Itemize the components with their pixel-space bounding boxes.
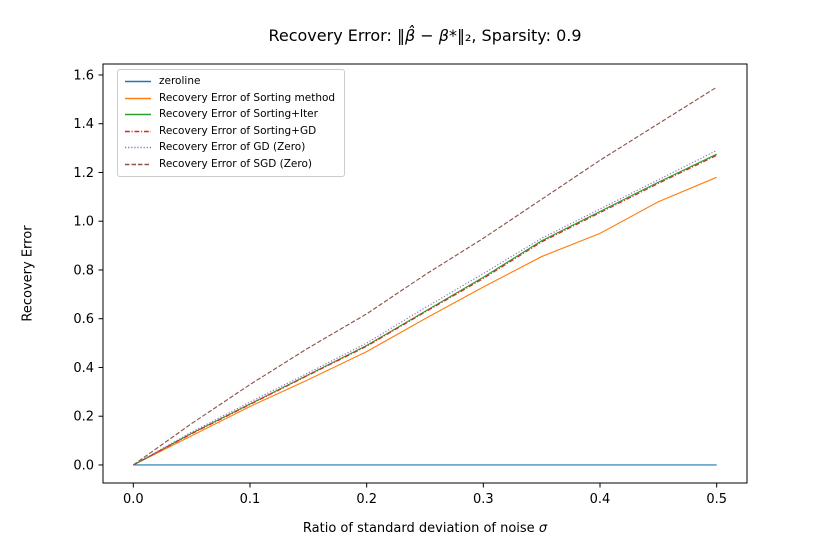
legend-line-sample bbox=[125, 97, 151, 99]
legend-line-sample bbox=[125, 163, 151, 166]
x-tick-label: 0.0 bbox=[123, 492, 144, 507]
x-axis-label-text: Ratio of standard deviation of noise bbox=[302, 521, 539, 536]
y-tick-label: 0.0 bbox=[73, 458, 94, 473]
legend-line-sample bbox=[125, 130, 151, 132]
legend-item: Recovery Error of Sorting+GD bbox=[124, 125, 335, 138]
chart-title: Recovery Error: ‖β̂ − β*‖₂, Sparsity: 0.… bbox=[103, 26, 747, 45]
sigma-symbol: σ bbox=[538, 521, 548, 536]
legend-line-sample bbox=[125, 113, 151, 116]
axes-spines bbox=[102, 63, 748, 484]
x-tick-label: 0.2 bbox=[356, 492, 377, 507]
legend-label: Recovery Error of Sorting+Iter bbox=[159, 108, 318, 121]
y-tick-label: 0.6 bbox=[73, 312, 94, 327]
legend: zeroline Recovery Error of Sorting method… bbox=[117, 69, 346, 177]
legend-label: Recovery Error of SGD (Zero) bbox=[159, 157, 312, 170]
y-tick-label: 1.4 bbox=[73, 117, 94, 132]
legend-label: zeroline bbox=[159, 75, 201, 87]
legend-label: Recovery Error of GD (Zero) bbox=[159, 141, 306, 154]
legend-item: zeroline bbox=[124, 75, 335, 88]
y-tick-label: 1.0 bbox=[73, 215, 94, 230]
title-math-beta: β̂ − β* bbox=[404, 26, 457, 45]
series-line-1 bbox=[133, 176, 717, 466]
x-tick-label: 0.4 bbox=[590, 492, 611, 507]
norm-open: ‖ bbox=[396, 26, 405, 45]
legend-item: Recovery Error of GD (Zero) bbox=[124, 141, 335, 154]
legend-label: Recovery Error of Sorting+GD bbox=[159, 124, 317, 137]
title-sparsity: , Sparsity: 0.9 bbox=[471, 26, 582, 45]
series-line-2 bbox=[133, 153, 717, 466]
y-tick-label: 0.4 bbox=[73, 361, 94, 376]
legend-line-sample bbox=[125, 147, 151, 149]
legend-item: Recovery Error of Sorting method bbox=[124, 92, 335, 105]
norm-close: ‖₂ bbox=[456, 26, 472, 45]
y-tick-label: 1.2 bbox=[73, 166, 94, 181]
x-tick-label: 0.3 bbox=[473, 492, 494, 507]
x-axis-label: Ratio of standard deviation of noise σ bbox=[103, 521, 747, 536]
series-line-5 bbox=[132, 86, 717, 466]
legend-label: Recovery Error of Sorting method bbox=[159, 91, 336, 104]
legend-line-sample bbox=[125, 80, 151, 83]
x-tick-label: 0.5 bbox=[706, 492, 727, 507]
series-line-3 bbox=[133, 154, 717, 466]
legend-item: Recovery Error of Sorting+Iter bbox=[124, 108, 335, 121]
legend-item: Recovery Error of SGD (Zero) bbox=[124, 158, 335, 171]
y-tick-label: 0.8 bbox=[73, 263, 94, 278]
y-tick-label: 0.2 bbox=[73, 410, 94, 425]
title-text: Recovery Error: bbox=[268, 26, 397, 45]
x-tick-label: 0.1 bbox=[240, 492, 261, 507]
y-tick-label: 1.6 bbox=[73, 68, 94, 83]
